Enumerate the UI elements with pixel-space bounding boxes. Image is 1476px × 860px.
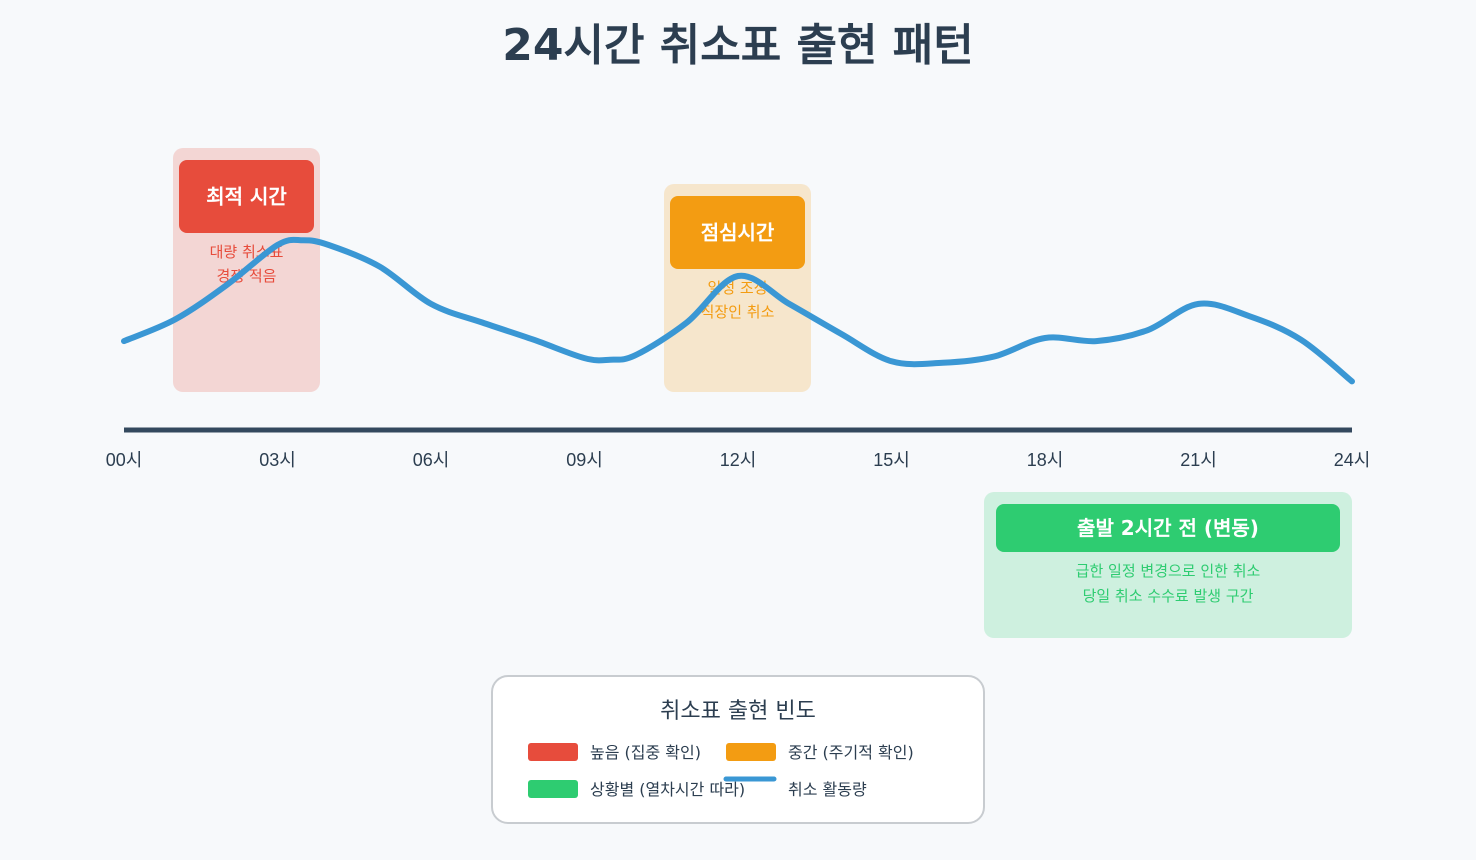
legend-item: 중간 (주기적 확인) [726,743,914,762]
annotation-optimal-badge [179,160,314,233]
annotation-optimal-title: 최적 시간 [206,185,287,209]
legend-item-label: 높음 (집중 확인) [590,743,701,762]
legend-item: 취소 활동량 [723,776,867,799]
annotation-lunch-title: 점심시간 [701,221,775,245]
plot-area [121,236,1355,433]
legend-color-swatch [726,743,776,761]
legend-item-label: 취소 활동량 [788,780,867,799]
x-tick-label: 21시 [1180,450,1217,470]
annotation-departure-badge [996,504,1340,552]
x-tick-label: 03시 [259,450,296,470]
x-tick-label: 00시 [106,450,143,470]
legend-item: 높음 (집중 확인) [528,743,701,762]
x-tick-label: 24시 [1334,450,1371,470]
chart-title: 24시간 취소표 출현 패턴 [502,20,974,71]
x-tick-label: 18시 [1027,450,1064,470]
annotation-lunch-badge [670,196,805,269]
x-tick-label: 06시 [413,450,450,470]
annotation-departure-desc-1: 급한 일정 변경으로 인한 취소 [1076,562,1261,580]
activity-line [121,236,1355,385]
legend-item-label: 상황별 (열차시간 따라) [590,780,745,799]
legend-color-swatch [528,743,578,761]
annotation-lunch-desc-2: 직장인 취소 [701,303,775,321]
annotation-departure-title: 출발 2시간 전 (변동) [1077,516,1259,540]
legend-item-label: 중간 (주기적 확인) [788,743,914,762]
annotation-departure-desc-2: 당일 취소 수수료 발생 구간 [1083,587,1254,605]
x-tick-label: 12시 [720,450,757,470]
x-tick-label: 09시 [566,450,603,470]
legend-title: 취소표 출현 빈도 [660,699,816,724]
x-axis-ticks: 00시 03시 06시 09시 12시 15시 18시 21시 24시 [106,450,1371,470]
legend-color-swatch [528,780,578,798]
x-tick-label: 15시 [873,450,910,470]
legend-item: 상황별 (열차시간 따라) [528,780,745,799]
